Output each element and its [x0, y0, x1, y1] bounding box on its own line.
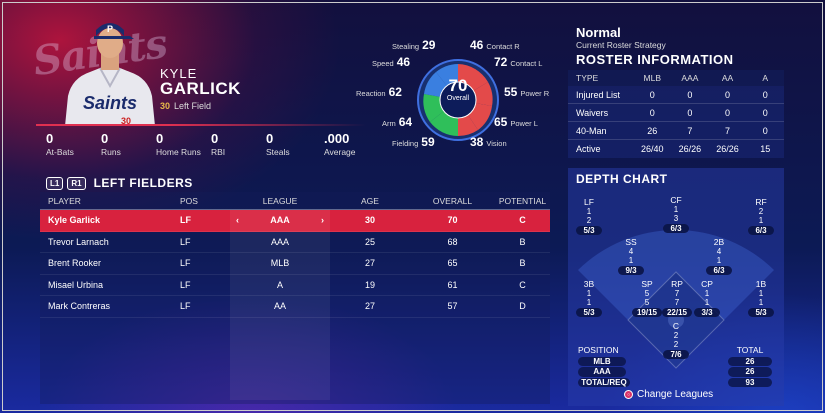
depth-2b[interactable]: 2B 4 1 6/3 [706, 238, 732, 275]
rating-contact-r: 46 Contact R [470, 38, 520, 52]
stat-steals: 0 Steals [266, 131, 290, 157]
rating-power-l: 65 Power L [494, 115, 538, 129]
roster-row-injured: Injured List 0 0 0 0 [568, 86, 784, 104]
league-column-highlight [230, 210, 330, 400]
jersey-text: Saints [83, 93, 137, 113]
left-fielders-header: L1 R1 LEFT FIELDERS [46, 176, 193, 190]
rating-arm: Arm 64 [382, 115, 413, 129]
l1-button-icon[interactable]: L1 [46, 176, 64, 190]
depth-c[interactable]: C 2 2 7/6 [663, 322, 689, 359]
depth-chart: DEPTH CHART LF 1 2 5/3 CF 1 3 6/3 RF 2 1 6/3 SS 4 1… [568, 168, 784, 406]
rating-stealing: Stealing 29 [392, 38, 436, 52]
roster-row-active: Active 26/40 26/26 26/26 15 [576, 144, 771, 154]
table-row[interactable]: Trevor Larnach LF AAA 25 68 B [40, 232, 550, 253]
rating-reaction: Reaction 62 [356, 85, 402, 99]
chevron-left-icon[interactable]: ‹ [236, 215, 239, 226]
depth-cf[interactable]: CF 1 3 6/3 [663, 196, 689, 233]
baseball-field-graphic [578, 229, 774, 369]
roster-info-table: TYPE MLB AAA AA A Injured List 0 0 0 0 Waive… [568, 70, 784, 158]
depth-rp[interactable]: RP 7 7 22/15 [662, 280, 692, 317]
depth-rf[interactable]: RF 2 1 6/3 [748, 198, 774, 235]
depth-ss[interactable]: SS 4 1 9/3 [618, 238, 644, 275]
table-row-selected[interactable]: Kyle Garlick LF ‹ AAA › 30 70 C [40, 210, 550, 232]
season-stats: 0 At-Bats 0 Runs 0 Home Runs 0 RBI 0 Steals .… [46, 131, 379, 157]
depth-3b[interactable]: 3B 1 1 5/3 [576, 280, 602, 317]
stat-home-runs: 0 Home Runs [156, 131, 201, 157]
table-row[interactable]: Mark Contreras LF AA 27 57 D [40, 296, 550, 318]
rating-vision: 38 Vision [470, 135, 507, 149]
player-first-name: KYLE [160, 66, 198, 81]
player-position: Left Field [174, 101, 212, 111]
player-portrait: P Saints 30 [65, 23, 155, 126]
stat-runs: 0 Runs [101, 131, 121, 157]
league-selector[interactable]: ‹ AAA › [236, 215, 324, 226]
depth-cp[interactable]: CP 1 1 3/3 [694, 280, 720, 317]
change-leagues-button[interactable]: ○ Change Leagues [624, 389, 713, 400]
roster-strategy-subtitle: Current Roster Strategy [576, 40, 666, 50]
depth-sp[interactable]: SP 5 5 19/15 [632, 280, 662, 317]
table-row[interactable]: Misael Urbina LF A 19 61 C [40, 275, 550, 296]
roster-header: TYPE MLB AAA AA A [568, 70, 784, 86]
table-row[interactable]: Brent Rooker LF MLB 27 65 B [40, 253, 550, 275]
rating-contact-l: 72 Contact L [494, 55, 543, 69]
header-pos: POS [180, 195, 198, 206]
svg-text:P: P [107, 24, 113, 34]
depth-1b[interactable]: 1B 1 1 5/3 [748, 280, 774, 317]
depth-chart-title: DEPTH CHART [576, 172, 668, 186]
rating-fielding: Fielding 59 [392, 135, 435, 149]
table-header: PLAYER POS LEAGUE AGE OVERALL POTENTIAL [40, 192, 550, 210]
overall-label: Overall [446, 95, 470, 102]
header-league: LEAGUE [262, 195, 298, 206]
legend-position: POSITION MLB AAA TOTAL/REQ [578, 345, 630, 387]
chevron-right-icon[interactable]: › [321, 215, 324, 226]
circle-button-icon: ○ [624, 390, 633, 399]
roster-row-40man: 40-Man 26 7 7 0 [568, 122, 784, 140]
header-potential: POTENTIAL [498, 195, 547, 206]
rating-speed: Speed 46 [372, 55, 411, 69]
left-fielders-table: PLAYER POS LEAGUE AGE OVERALL POTENTIAL … [40, 192, 550, 400]
ratings-wheel: 70 Overall Stealing 29 Speed 46 Reaction 62… [348, 38, 558, 158]
header-divider [36, 124, 366, 126]
player-last-name: GARLICK [160, 79, 241, 98]
left-fielders-title: LEFT FIELDERS [93, 176, 193, 190]
header-age: AGE [361, 195, 379, 206]
stat-average: .000 Average [324, 131, 356, 157]
r1-button-icon[interactable]: R1 [67, 176, 86, 190]
svg-text:30: 30 [121, 116, 131, 126]
roster-strategy: Normal [576, 25, 621, 40]
roster-info-title: ROSTER INFORMATION [576, 52, 734, 67]
player-number-position: 30 Left Field [160, 101, 211, 111]
overall-rating: 70 [448, 76, 468, 95]
depth-lf[interactable]: LF 1 2 5/3 [576, 198, 602, 235]
stat-at-bats: 0 At-Bats [46, 131, 74, 157]
ratings-wheel-graphic [417, 59, 499, 141]
roster-row-waivers: Waivers 0 0 0 0 [568, 104, 784, 122]
player-number: 30 [160, 101, 171, 111]
stat-rbi: 0 RBI [211, 131, 226, 157]
header-player: PLAYER [48, 195, 81, 206]
header-overall: OVERALL [432, 195, 473, 206]
legend-total: TOTAL 26 26 93 [728, 345, 772, 387]
rating-power-r: 55 Power R [504, 85, 550, 99]
